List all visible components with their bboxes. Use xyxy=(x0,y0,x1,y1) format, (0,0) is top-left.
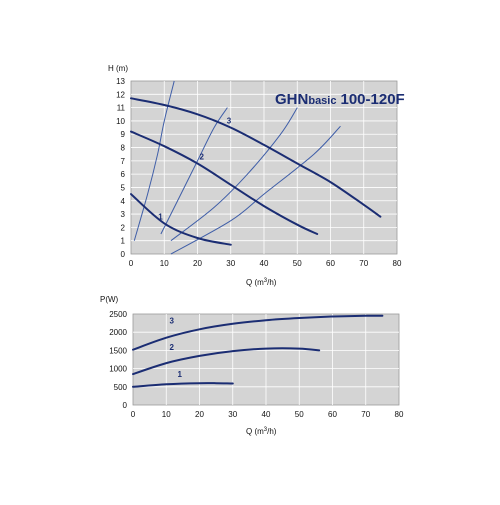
x-tick-label: 60 xyxy=(328,410,337,419)
y-tick-label: 10 xyxy=(116,117,125,126)
efficiency-line xyxy=(160,107,228,235)
series-label-2: 2 xyxy=(170,343,175,352)
y-tick-label: 0 xyxy=(123,401,128,410)
head-x-axis-label: Q (m3/h) xyxy=(246,278,277,287)
series-label-3: 3 xyxy=(227,117,232,126)
y-tick-label: 11 xyxy=(117,104,126,113)
series-line-1 xyxy=(130,193,232,246)
power-chart: 1 2 3 0 10 20 30 40 50 60 70 80 0 500 1000 1500 2000 25… xyxy=(100,295,404,436)
y-tick-label: 12 xyxy=(116,90,125,99)
x-tick-label: 0 xyxy=(131,410,136,419)
series-label-2: 2 xyxy=(200,153,205,162)
y-tick-label: 1 xyxy=(121,237,126,246)
efficiency-line xyxy=(133,80,175,241)
series-line-1 xyxy=(132,382,234,388)
head-x-ticks: 0 10 20 30 40 50 60 70 80 xyxy=(129,259,402,268)
y-tick-label: 2500 xyxy=(109,310,127,319)
head-series xyxy=(130,97,382,246)
head-grid xyxy=(131,81,397,254)
y-tick-label: 6 xyxy=(121,170,126,179)
y-tick-label: 8 xyxy=(121,144,126,153)
x-tick-label: 40 xyxy=(260,259,269,268)
x-tick-label: 20 xyxy=(195,410,204,419)
efficiency-line xyxy=(170,107,298,242)
power-grid xyxy=(133,314,399,405)
y-tick-label: 2000 xyxy=(109,328,127,337)
head-efficiency-lines xyxy=(133,80,341,255)
y-tick-label: 4 xyxy=(121,197,126,206)
series-line-2 xyxy=(132,347,321,376)
power-x-axis-label: Q (m3/h) xyxy=(246,427,277,436)
power-series xyxy=(132,314,384,388)
x-tick-label: 60 xyxy=(326,259,335,268)
x-tick-label: 70 xyxy=(359,259,368,268)
series-label-3: 3 xyxy=(170,316,175,325)
x-tick-label: 80 xyxy=(393,259,402,268)
y-tick-label: 7 xyxy=(121,157,126,166)
y-tick-label: 0 xyxy=(121,250,126,259)
chart-title: GHNbasic 100-120F xyxy=(275,91,405,108)
x-tick-label: 30 xyxy=(228,410,237,419)
series-label-1: 1 xyxy=(158,212,163,221)
head-series-labels: 1 2 3 xyxy=(158,117,232,222)
x-tick-label: 50 xyxy=(293,259,302,268)
efficiency-line xyxy=(170,125,341,255)
x-tick-label: 50 xyxy=(295,410,304,419)
power-x-ticks: 0 10 20 30 40 50 60 70 80 xyxy=(131,410,404,419)
y-tick-label: 500 xyxy=(114,383,128,392)
x-tick-label: 20 xyxy=(193,259,202,268)
y-tick-label: 3 xyxy=(121,210,126,219)
series-line-3 xyxy=(132,314,384,351)
y-tick-label: 9 xyxy=(121,130,126,139)
series-label-1: 1 xyxy=(178,370,183,379)
x-tick-label: 10 xyxy=(162,410,171,419)
y-tick-label: 13 xyxy=(116,77,125,86)
x-tick-label: 30 xyxy=(226,259,235,268)
x-tick-label: 80 xyxy=(395,410,404,419)
x-tick-label: 0 xyxy=(129,259,134,268)
x-tick-label: 70 xyxy=(361,410,370,419)
y-tick-label: 5 xyxy=(121,183,126,192)
y-tick-label: 2 xyxy=(121,223,126,232)
y-tick-label: 1000 xyxy=(109,365,127,374)
x-tick-label: 40 xyxy=(262,410,271,419)
power-y-axis-label: P(W) xyxy=(100,295,119,304)
x-tick-label: 10 xyxy=(160,259,169,268)
power-y-ticks: 0 500 1000 1500 2000 2500 xyxy=(109,310,127,410)
head-chart: 123 0 10 20 30 40 50 60 70 80 012345678910111213… xyxy=(108,64,405,287)
power-series-labels: 1 2 3 xyxy=(170,316,183,379)
series-line-2 xyxy=(130,130,319,235)
head-y-axis-label: H (m) xyxy=(108,64,128,73)
series-line-3 xyxy=(130,97,382,218)
y-tick-label: 1500 xyxy=(109,346,127,355)
